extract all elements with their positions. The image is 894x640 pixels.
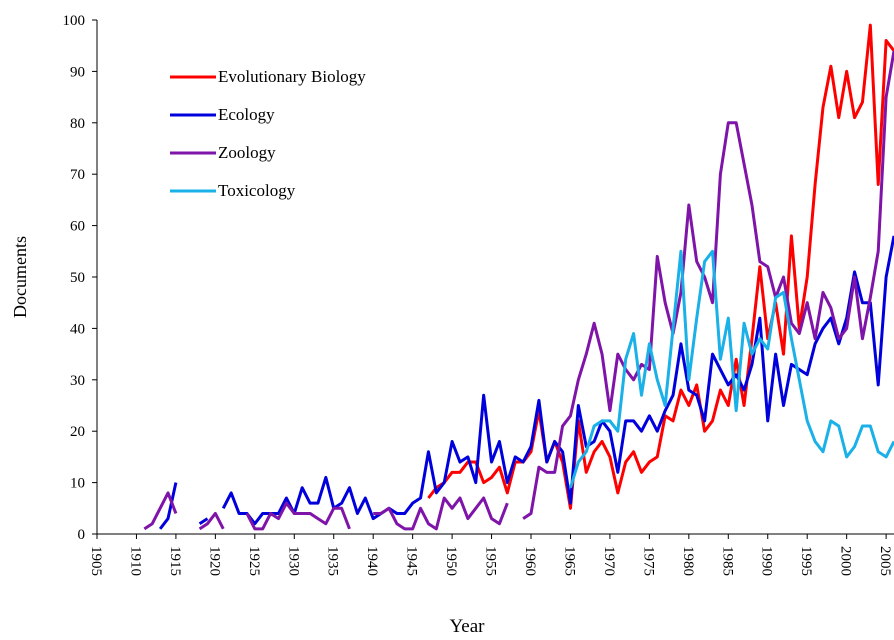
y-tick-label: 50	[70, 270, 85, 286]
y-tick-label: 10	[70, 476, 85, 492]
x-axis-label: Year	[449, 616, 485, 637]
x-tick-label: 1945	[404, 546, 420, 576]
x-tick-label: 1905	[88, 546, 104, 576]
legend-label: Toxicology	[218, 181, 296, 200]
x-tick-label: 1995	[798, 546, 814, 576]
x-tick-label: 1915	[167, 546, 183, 576]
x-tick-label: 1930	[285, 546, 301, 576]
y-tick-label: 40	[70, 321, 85, 337]
x-tick-label: 2000	[838, 546, 854, 576]
x-tick-label: 1970	[601, 546, 617, 576]
x-tick-label: 1965	[561, 546, 577, 576]
series-line	[143, 50, 894, 531]
y-axis-label: Documents	[10, 236, 30, 318]
legend-label: Ecology	[218, 105, 275, 124]
x-tick-label: 1910	[127, 546, 143, 576]
x-tick-label: 1985	[719, 546, 735, 576]
plot-area	[143, 23, 894, 531]
x-tick-label: 1950	[443, 546, 459, 576]
legend-label: Evolutionary Biology	[218, 67, 366, 86]
y-tick-label: 60	[70, 219, 85, 235]
y-tick-label: 80	[70, 116, 85, 132]
legend-label: Zoology	[218, 143, 276, 162]
y-tick-label: 90	[70, 64, 85, 80]
x-tick-label: 1935	[325, 546, 341, 576]
x-tick-label: 1925	[246, 546, 262, 576]
x-tick-label: 1955	[483, 546, 499, 576]
x-tick-label: 1990	[759, 546, 775, 576]
y-tick-label: 30	[70, 373, 85, 389]
x-tick-label: 1920	[206, 546, 222, 576]
y-tick-label: 0	[78, 527, 86, 543]
y-tick-label: 20	[70, 424, 85, 440]
x-tick-label: 1960	[522, 546, 538, 576]
series-line	[427, 23, 894, 510]
x-tick-label: 1940	[364, 546, 380, 576]
y-tick-label: 100	[63, 13, 86, 29]
series-line	[569, 249, 894, 489]
x-tick-label: 1975	[640, 546, 656, 576]
x-tick-label: 2005	[877, 546, 893, 576]
y-tick-label: 70	[70, 167, 85, 183]
x-tick-label: 1980	[680, 546, 696, 576]
